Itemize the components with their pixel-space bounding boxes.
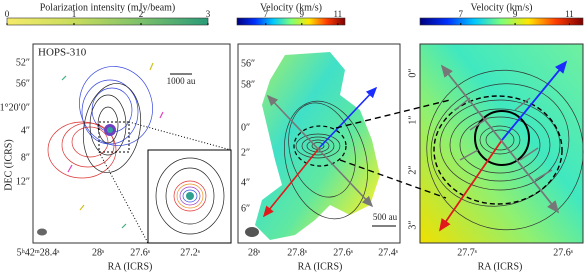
x-tick-label: 28ˢ [248, 247, 260, 258]
colorbar-tick-label: 2 [139, 9, 144, 19]
colorbar-tick-label: 1 [72, 9, 77, 19]
y-tick-label: 8″ [21, 152, 30, 163]
x-tick-label: 27.6ˢ [553, 247, 573, 258]
y-tick-label: 52″ [16, 57, 30, 68]
colorbar-tick-label: 7 [264, 9, 269, 19]
y-tick-label: 3″ [407, 220, 418, 229]
y-tick-label: 0″ [407, 68, 418, 77]
scalebar-label: 1000 au [167, 76, 196, 86]
x-tick-label: 27.6ˢ [333, 247, 353, 258]
y-tick-label: 0″ [241, 122, 250, 133]
x-tick-label: 5ʰ42ᵐ28.4ˢ [17, 247, 60, 258]
colorbar-tick-label: 11 [333, 9, 342, 19]
colorbar-tick-label: 7 [459, 9, 464, 19]
colorbar-tick-label: 3 [206, 9, 211, 19]
colorbar-label: Velocity (km/s) [260, 2, 322, 13]
y-tick-label: -1°20′0″ [0, 102, 30, 113]
source-label: HOPS-310 [38, 47, 87, 59]
colorbar [6, 17, 209, 26]
x-tick-label: 27.7ˢ [457, 247, 477, 258]
y-tick-label: 4″ [21, 125, 30, 136]
panel-1-image [32, 43, 232, 244]
y-tick-label: 56″ [16, 78, 30, 89]
y-tick-label: 6″ [241, 203, 250, 214]
x-tick-label: 27.8ˢ [287, 247, 307, 258]
y-tick-label: 56″ [241, 58, 255, 69]
colorbar [419, 17, 584, 26]
x-tick-label: 27.6ˢ [130, 247, 150, 258]
x-tick-label: 27.4ˢ [378, 247, 398, 258]
colorbar [236, 17, 346, 26]
y-tick-label: 2″ [241, 147, 250, 158]
panel-3-image [419, 43, 584, 244]
x-axis-label: RA (ICRS) [108, 261, 153, 272]
x-axis-label: RA (ICRS) [478, 261, 523, 272]
y-tick-label: 58″ [241, 79, 255, 90]
colorbar-tick-label: 9 [513, 9, 518, 19]
x-tick-label: 28ˢ [92, 247, 104, 258]
colorbar-tick-label: 11 [565, 9, 574, 19]
colorbar-label: Polarization intensity (mJy/beam) [40, 2, 176, 13]
x-axis-label: RA (ICRS) [298, 261, 343, 272]
y-tick-label: 2″ [407, 165, 418, 174]
y-tick-label: 1″ [407, 115, 418, 124]
x-tick-label: 27.2ˢ [180, 247, 200, 258]
colorbar-tick-label: 0 [5, 9, 10, 19]
colorbar-label: Velocity (km/s) [471, 2, 533, 13]
panel-2-image [237, 43, 401, 244]
zoom-line [339, 159, 447, 199]
y-axis-label: DEC (ICRS) [3, 139, 14, 190]
y-tick-label: 12″ [16, 176, 30, 187]
scalebar-label: 500 au [373, 212, 398, 222]
colorbar-tick-label: 9 [300, 9, 305, 19]
y-tick-label: 4″ [241, 177, 250, 188]
